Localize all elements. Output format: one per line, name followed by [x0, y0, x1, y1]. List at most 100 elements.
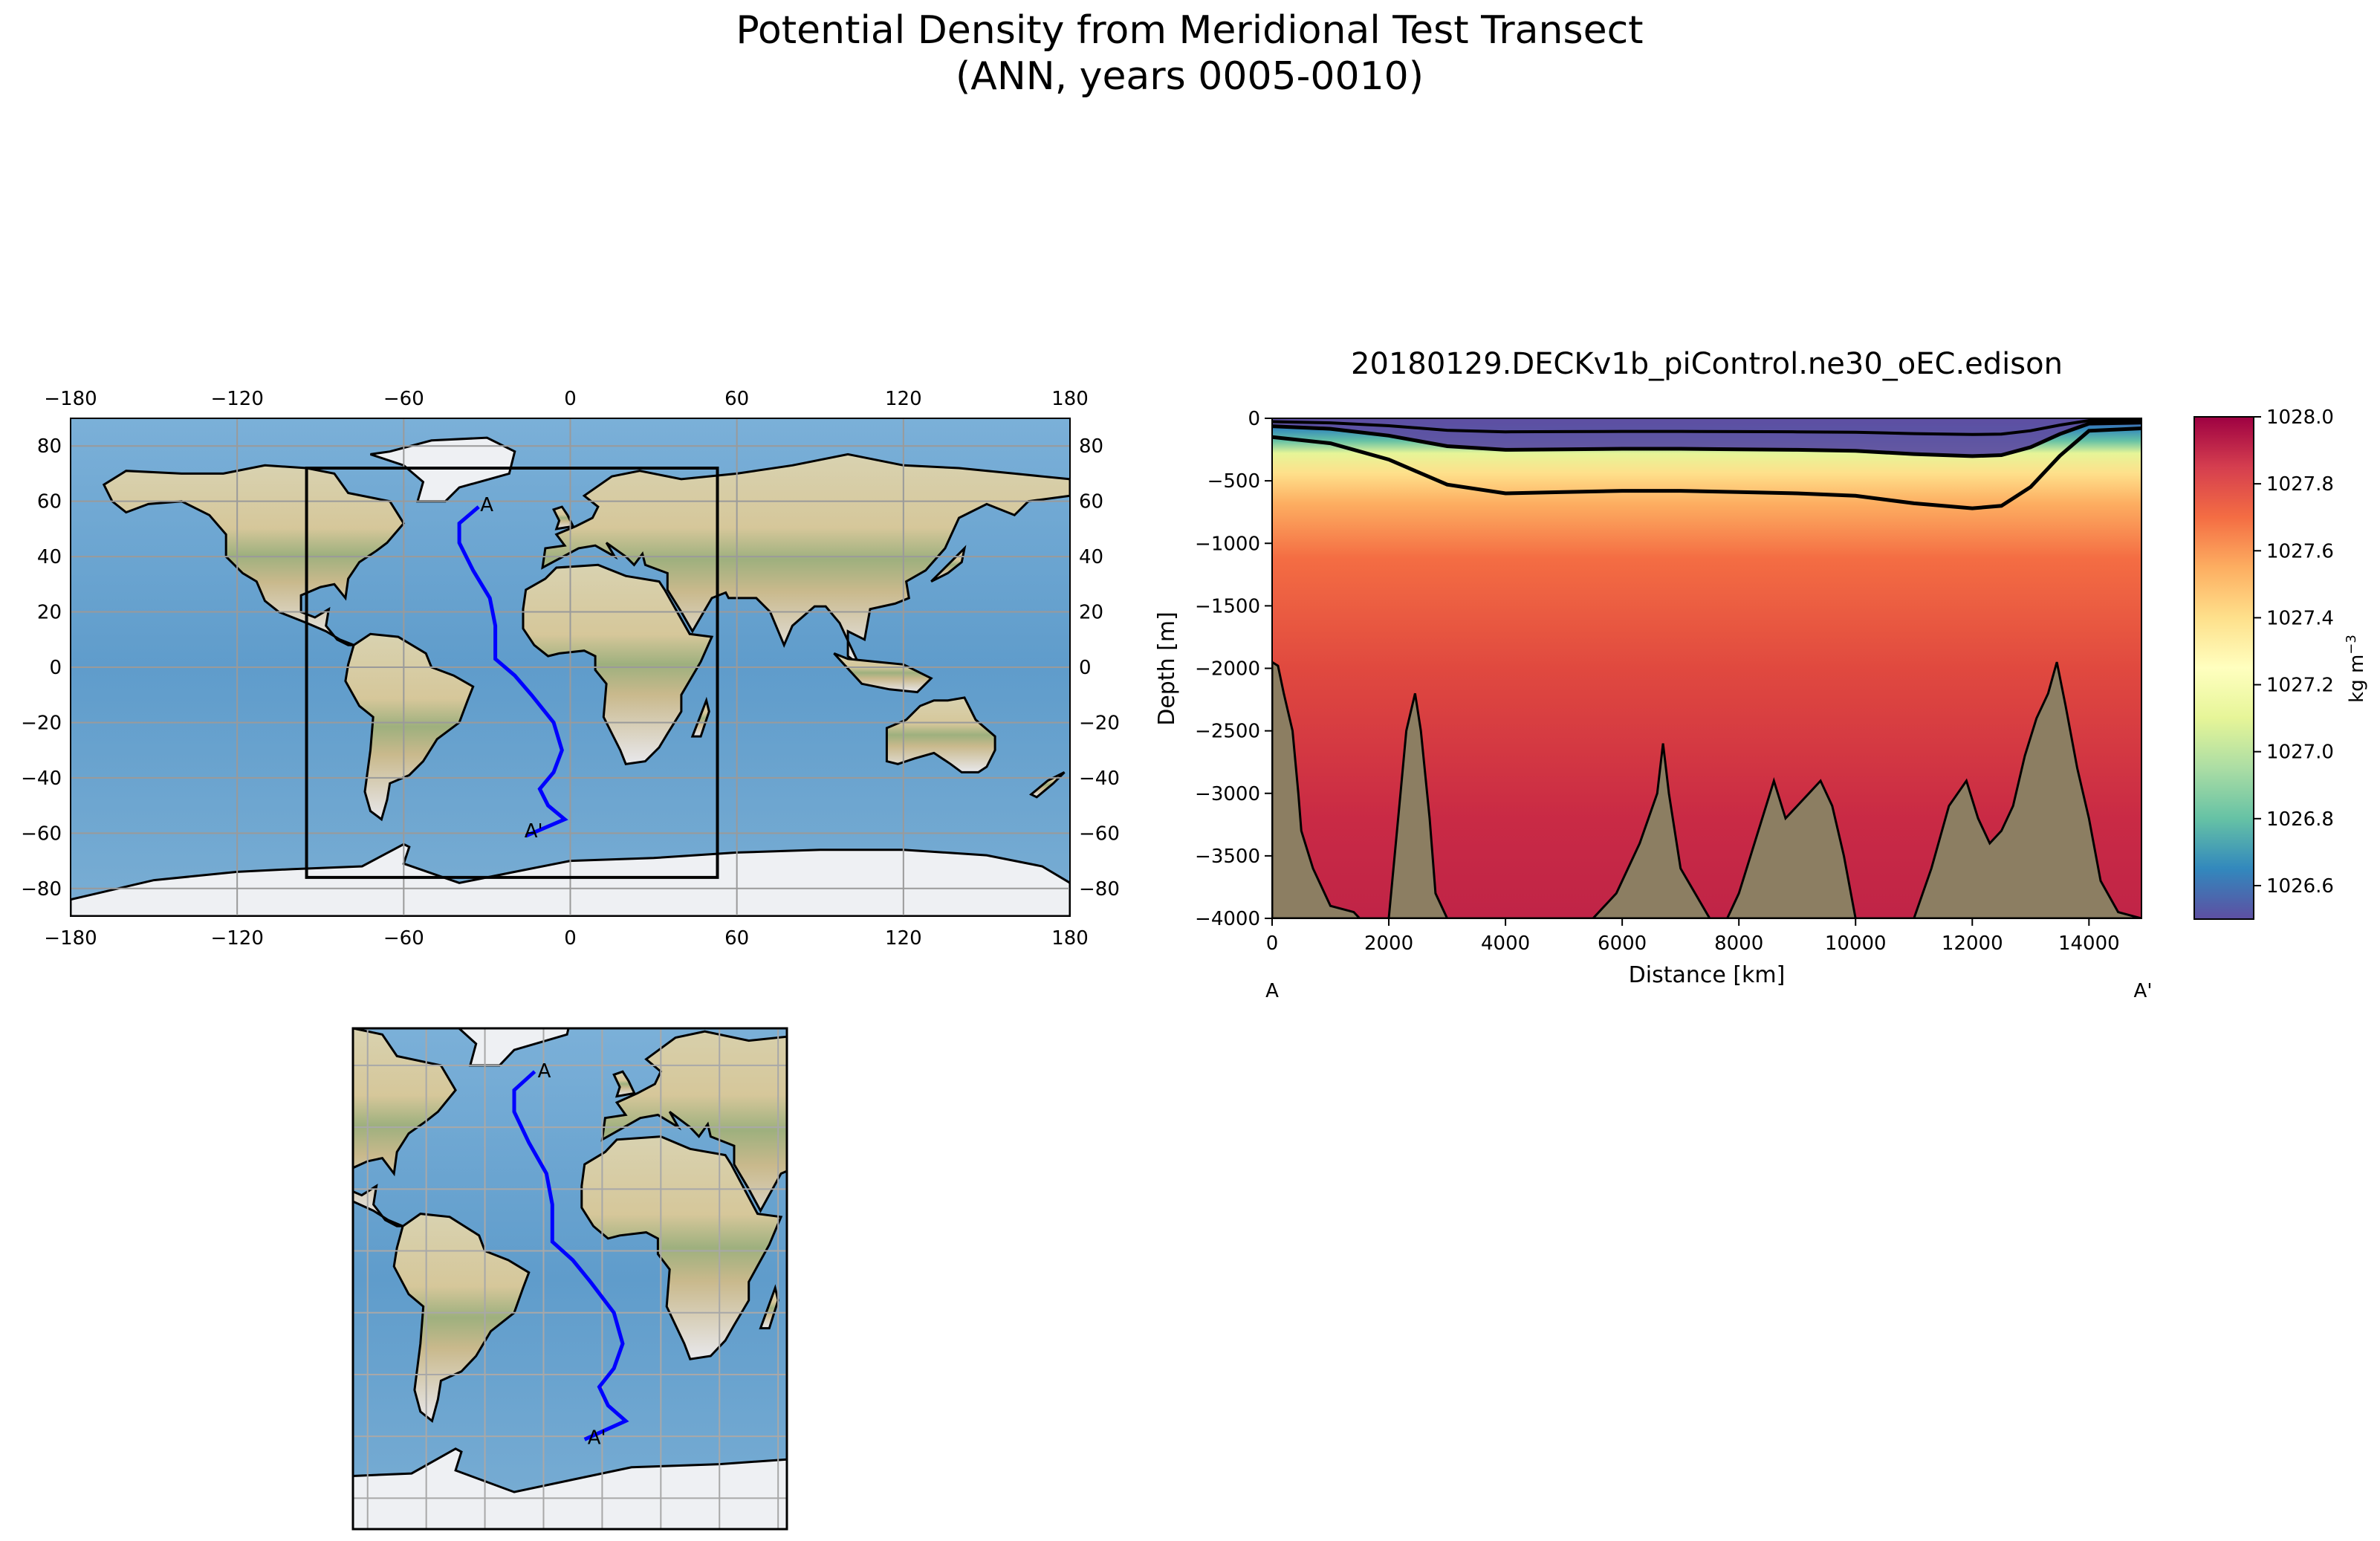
lat-tick-right: 0 [1079, 657, 1092, 679]
x-tick-label: 2000 [1364, 932, 1413, 955]
land-uk [551, 505, 575, 531]
lat-tick-right: −20 [1079, 712, 1120, 734]
map-large: −180 −180 −120 −120 −60 −60 0 0 60 60 120 120 180 180… [21, 388, 1120, 950]
section-contour-shallow [1272, 418, 2141, 436]
section-bathymetry [1272, 661, 2141, 918]
colorbar-tick-label: 1026.8 [2266, 808, 2334, 831]
lon-tick-top: 0 [564, 388, 577, 410]
colorbar-tick-label: 1027.0 [2266, 742, 2334, 764]
x-tick-label: 8000 [1714, 932, 1763, 955]
land-australia-inset [966, 1285, 1080, 1368]
map-large-land [71, 436, 1070, 916]
map-inset-frame [351, 1027, 788, 1531]
colorbar-tick-labels: 1028.0 1027.8 1027.6 1027.4 1027.2 1027.0 1026… [2254, 406, 2334, 898]
x-tick-label: 14000 [2058, 932, 2120, 955]
lat-tick-left: 40 [37, 546, 62, 568]
colorbar-label: kg m−3 [2344, 635, 2368, 703]
y-tick-label: −1000 [1195, 533, 1260, 555]
section-end-label: A' [2134, 980, 2153, 1002]
section-contour-deep [1272, 426, 2141, 510]
map-inset-transect-line [512, 1070, 629, 1441]
figure-title-line2: (ANN, years 0005-0010) [956, 54, 1424, 99]
x-tick-label: 12000 [1942, 932, 2003, 955]
lat-tick-right: −60 [1079, 823, 1120, 845]
y-tick-label: −2000 [1195, 658, 1260, 681]
land-north-america [102, 464, 406, 646]
colorbar-label-exponent: −3 [2344, 635, 2359, 655]
y-tick-label: −1500 [1195, 595, 1260, 617]
y-tick-label: −3500 [1195, 846, 1260, 868]
colorbar: 1028.0 1027.8 1027.6 1027.4 1027.2 1027.0 1026… [2193, 406, 2368, 920]
lon-tick-top: 180 [1051, 388, 1089, 410]
lon-tick-bottom: −180 [44, 927, 97, 950]
map-large-inset-box [305, 467, 719, 879]
map-large-transect-line [457, 505, 568, 838]
land-australia [885, 696, 996, 773]
map-large-label-a: A [480, 494, 493, 516]
lat-tick-right: −40 [1079, 768, 1120, 790]
lat-tick-right: −80 [1079, 878, 1120, 901]
y-tick-label: −500 [1207, 470, 1260, 493]
lon-tick-top: −60 [383, 388, 424, 410]
x-tick-label: 4000 [1481, 932, 1530, 955]
land-madagascar [690, 696, 710, 738]
section-title: 20180129.DECKv1b_piControl.ne30_oEC.edis… [1351, 347, 2063, 381]
lon-tick-bottom: −60 [383, 927, 424, 950]
lat-tick-right: 40 [1079, 546, 1103, 568]
land-new-zealand-inset [1118, 1369, 1153, 1396]
land-south-america-inset [392, 1213, 531, 1423]
colorbar-tick-label: 1027.4 [2266, 607, 2334, 629]
colorbar-tick-label: 1027.6 [2266, 540, 2334, 562]
land-indonesia-inset [910, 1236, 1013, 1279]
land-japan-inset [1013, 1118, 1048, 1155]
colorbar-tick-label: 1028.0 [2266, 406, 2334, 429]
lon-tick-bottom: 0 [564, 927, 577, 950]
land-africa-inset [580, 1135, 783, 1360]
map-large-label-a-prime: A' [525, 820, 543, 843]
y-tick-label: −4000 [1195, 908, 1260, 930]
lat-tick-left: 60 [37, 491, 62, 513]
map-large-gridlines [71, 418, 1070, 916]
colorbar-tick-label: 1027.2 [2266, 675, 2334, 697]
lon-tick-top: −120 [210, 388, 263, 410]
x-tick-label: 6000 [1598, 932, 1647, 955]
lon-tick-bottom: 180 [1051, 927, 1089, 950]
section-xlabel: Distance [km] [1629, 962, 1786, 988]
colorbar-tick-label: 1027.8 [2266, 473, 2334, 496]
colorbar-tick-label: 1026.6 [2266, 875, 2334, 898]
y-tick-label: −2500 [1195, 721, 1260, 743]
map-inset-land [353, 1028, 1153, 1529]
x-tick-label: 10000 [1825, 932, 1887, 955]
map-inset: A A' [351, 1027, 1153, 1531]
lat-tick-left: 80 [37, 435, 62, 458]
section-ylabel: Depth [m] [1154, 611, 1180, 726]
lat-tick-left: −40 [21, 768, 62, 790]
map-large-frame [70, 418, 1071, 917]
lat-tick-right: 60 [1079, 491, 1103, 513]
section-contour-mid [1272, 421, 2141, 458]
lon-tick-bottom: −120 [210, 927, 263, 950]
lat-tick-right: 20 [1079, 602, 1103, 624]
section-plot: 20180129.DECKv1b_piControl.ne30_oEC.edis… [1154, 347, 2152, 1002]
land-greenland-inset [457, 1028, 570, 1067]
land-south-america [344, 632, 475, 822]
lat-tick-left: 0 [49, 657, 62, 679]
section-surface-layer [1272, 418, 2141, 456]
y-tick-label: 0 [1248, 408, 1260, 430]
land-japan [930, 545, 967, 583]
lat-tick-left: −60 [21, 823, 62, 845]
lat-tick-left: −20 [21, 712, 62, 734]
map-large-tick-labels: −180 −180 −120 −120 −60 −60 0 0 60 60 120 120 180 180… [21, 388, 1120, 950]
map-inset-gridlines [353, 1028, 787, 1529]
lon-tick-top: 60 [724, 388, 749, 410]
lon-tick-bottom: 60 [724, 927, 749, 950]
section-start-label: A [1265, 980, 1279, 1002]
land-indonesia [833, 652, 933, 694]
figure-title-line1: Potential Density from Meridional Test T… [736, 8, 1643, 53]
land-eurasia-inset [600, 1030, 787, 1213]
lat-tick-left: −80 [21, 878, 62, 901]
section-tick-labels: 0 2000 4000 6000 8000 10000 12000 14000 0 −500 −10… [1195, 408, 2120, 955]
lat-tick-left: 20 [37, 602, 62, 624]
lon-tick-bottom: 120 [885, 927, 922, 950]
